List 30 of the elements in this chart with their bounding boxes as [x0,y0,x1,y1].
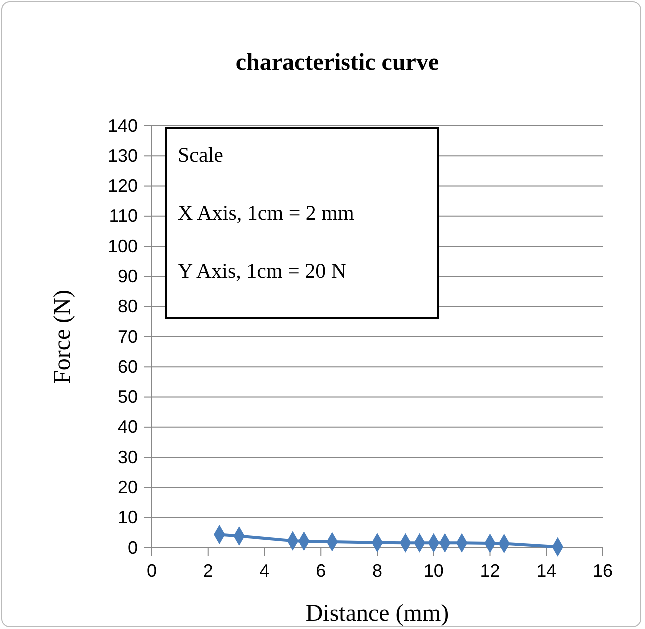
y-tick-label: 80 [118,296,138,317]
annotation: X Axis, 1cm = 2 mm [178,201,354,225]
y-tick-label: 70 [118,326,138,347]
y-tick-label: 50 [118,387,138,408]
y-tick-label: 100 [108,236,138,256]
x-tick-label: 0 [146,560,158,581]
y-axis-title: Force (N) [50,290,76,384]
y-tick-label: 120 [108,176,138,196]
x-tick-label: 10 [424,560,444,581]
y-tick-label: 0 [128,538,138,558]
y-tick-label: 40 [118,417,138,438]
y-tick-label: 10 [118,508,138,528]
x-tick-label: 4 [260,560,270,581]
y-tick-label: 110 [109,206,138,226]
x-tick-label: 12 [480,560,500,581]
y-tick-label: 30 [118,447,138,468]
y-tick-label: 140 [108,116,138,136]
x-tick-label: 2 [203,560,214,581]
y-tick-label: 60 [118,356,138,377]
x-axis-title: Distance (mm) [306,601,450,627]
x-tick-label: 14 [536,560,557,581]
x-tick-label: 16 [592,560,614,581]
y-tick-label: 20 [118,477,138,498]
x-tick-label: 8 [372,560,383,581]
annotation: Y Axis, 1cm = 20 N [178,259,347,283]
annotation: Scale [178,143,224,167]
chart-title: characteristic curve [236,50,440,76]
x-tick-label: 6 [316,560,326,581]
y-tick-label: 90 [118,266,138,286]
y-tick-label: 130 [108,146,138,166]
